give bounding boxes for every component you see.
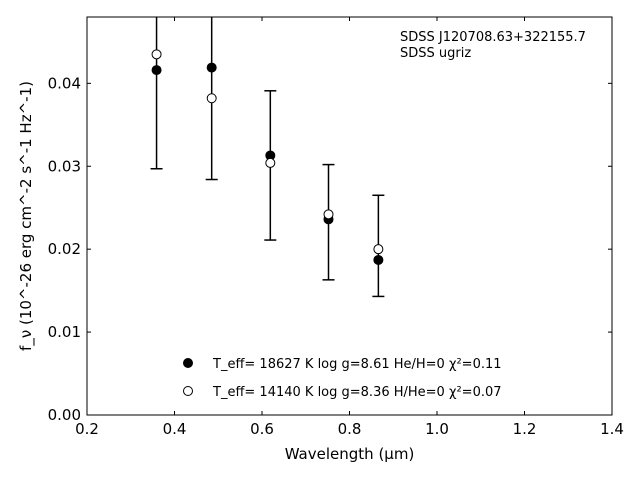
legend-marker-open — [183, 386, 193, 396]
ticks-group: 0.2 0.4 0.6 0.8 1.0 1.2 1.4 0.00 0.01 0.02 0.03 0.0… — [48, 17, 624, 438]
legend-label-filled: T_eff= 18627 K log g=8.61 He/H=0 χ²=0.11 — [212, 357, 502, 372]
y-tick-label: 0.01 — [48, 323, 81, 341]
data-point-open — [265, 157, 276, 168]
y-tick-label: 0.04 — [48, 74, 81, 92]
legend-label-open: T_eff= 14140 K log g=8.36 H/He=0 χ²=0.07 — [212, 385, 502, 400]
x-tick-label: 1.2 — [513, 420, 537, 438]
annotation-survey: SDSS ugriz — [400, 46, 471, 61]
y-tick-label: 0.00 — [48, 406, 81, 424]
data-point-open — [151, 49, 162, 60]
errorbars-group — [150, 17, 385, 298]
x-tick-label: 0.6 — [250, 420, 274, 438]
y-tick-label: 0.03 — [48, 157, 81, 175]
y-tick-label: 0.02 — [48, 240, 81, 258]
x-tick-label: 1.4 — [600, 420, 624, 438]
data-point-open — [373, 244, 384, 255]
x-tick-label: 0.4 — [163, 420, 187, 438]
plot-frame — [86, 16, 613, 416]
x-tick-label: 0.8 — [338, 420, 362, 438]
x-tick-label: 1.0 — [425, 420, 449, 438]
x-tick-label: 0.2 — [75, 420, 99, 438]
data-point-filled — [151, 65, 162, 76]
data-point-filled — [206, 62, 217, 73]
data-point-filled — [373, 254, 384, 265]
x-axis-label: Wavelength (μm) — [285, 445, 415, 463]
data-point-open — [206, 93, 217, 104]
annotation-object-name: SDSS J120708.63+322155.7 — [400, 30, 586, 45]
legend-marker-filled — [183, 358, 193, 368]
data-point-open — [323, 209, 334, 220]
y-axis-label: f_ν (10^-26 erg cm^-2 s^-1 Hz^-1) — [17, 81, 36, 351]
points-group — [151, 49, 384, 265]
